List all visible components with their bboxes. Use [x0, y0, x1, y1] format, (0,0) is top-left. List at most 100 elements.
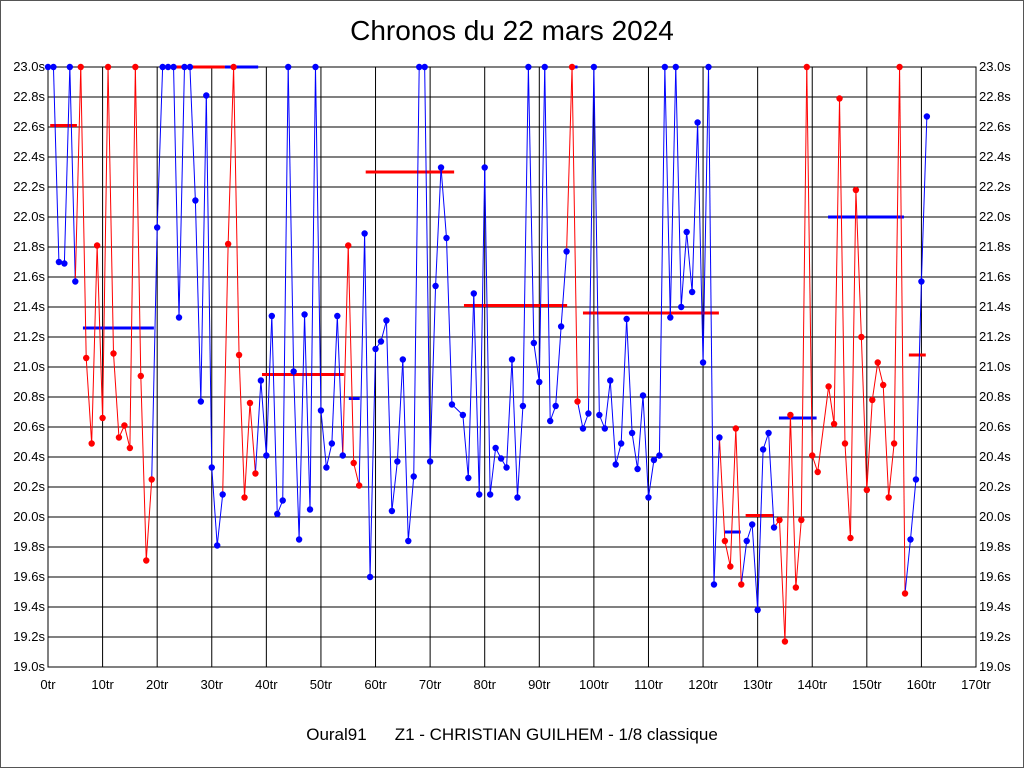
lap-time-point [869, 396, 876, 404]
lap-line-segment [260, 380, 267, 456]
lap-line-segment [123, 425, 131, 449]
lap-time-point [465, 474, 472, 482]
lap-line-segment [424, 66, 431, 462]
lap-time-point [197, 398, 205, 405]
lap-time-point [776, 516, 783, 524]
lap-time-point [863, 486, 871, 494]
lap-time-point [552, 402, 559, 410]
x-tick-label: 10tr [91, 677, 114, 692]
lap-time-point [459, 411, 467, 419]
x-tick-label: 90tr [528, 677, 551, 692]
lap-time-point [639, 392, 647, 399]
lap-line-segment [85, 357, 93, 444]
lap-line-segment [309, 66, 316, 510]
lap-time-point [492, 444, 499, 452]
lap-line-segment [735, 428, 742, 585]
lap-time-point [470, 290, 477, 297]
lap-line-segment [145, 479, 153, 561]
lap-time-point [170, 63, 177, 71]
y-tick-label-left: 19.0s [13, 659, 45, 674]
lap-time-point [312, 63, 319, 71]
lap-time-point [83, 354, 90, 362]
x-tick-label: 30tr [201, 677, 224, 692]
lap-time-point [628, 429, 636, 437]
x-tick-label: 20tr [146, 677, 169, 692]
lap-line-segment [473, 293, 480, 495]
lap-time-point [345, 242, 352, 249]
y-tick-label-left: 19.8s [13, 539, 45, 554]
lap-line-segment [298, 314, 306, 540]
lap-line-segment [282, 66, 289, 501]
lap-line-segment [593, 66, 600, 416]
lap-line-segment [828, 386, 835, 425]
lap-line-segment [69, 66, 76, 282]
lap-time-point [279, 497, 286, 504]
lap-time-point [61, 260, 68, 267]
lap-time-point [164, 63, 172, 71]
lap-line-segment [325, 443, 333, 468]
lap-time-point [830, 420, 838, 428]
lap-time-point [328, 440, 336, 447]
y-tick-label-left: 19.4s [13, 599, 45, 614]
chart-footer: Oural91 Z1 - CHRISTIAN GUILHEM - 1/8 clas… [1, 725, 1023, 745]
x-tick-label: 110tr [634, 677, 663, 692]
lap-time-point [137, 372, 144, 380]
lap-time-point [743, 537, 750, 545]
lap-time-point [847, 534, 854, 542]
lap-time-point [514, 494, 521, 501]
lap-line-segment [238, 354, 246, 498]
y-tick-label-right: 19.6s [979, 569, 1011, 584]
lap-line-segment [74, 66, 82, 282]
lap-line-segment [211, 467, 218, 546]
lap-time-point [858, 333, 865, 341]
y-tick-label-right: 21.8s [979, 239, 1011, 254]
lap-line-segment [489, 447, 497, 495]
lap-line-segment [385, 320, 393, 512]
lap-line-segment [882, 384, 890, 498]
lap-time-point [617, 440, 625, 447]
lap-time-point [241, 494, 248, 501]
lap-time-point [530, 339, 538, 347]
lap-time-point [732, 425, 740, 432]
lap-time-point [678, 303, 685, 311]
y-tick-label-right: 21.6s [979, 269, 1011, 284]
lap-time-point [798, 516, 805, 524]
lap-line-segment [538, 66, 546, 383]
lap-line-segment [516, 405, 524, 498]
lap-time-point [748, 521, 756, 528]
lap-line-segment [778, 519, 786, 642]
y-tick-label-left: 21.6s [13, 269, 45, 284]
y-tick-label-right: 20.4s [979, 449, 1011, 464]
lap-time-point [186, 63, 194, 71]
lap-line-segment [80, 66, 87, 359]
y-tick-label-left: 22.2s [13, 179, 45, 194]
lap-time-point [334, 312, 341, 320]
lap-line-segment [511, 359, 518, 498]
lap-line-segment [757, 449, 764, 611]
lap-line-segment [440, 167, 447, 239]
lap-line-segment [265, 315, 273, 456]
y-tick-label-left: 22.0s [13, 209, 45, 224]
lap-time-point [497, 455, 505, 462]
lap-time-point [148, 476, 155, 483]
x-tick-label: 50tr [310, 677, 333, 692]
lap-time-point [557, 323, 565, 330]
lap-line-segment [173, 66, 180, 318]
x-tick-label: 170tr [961, 677, 991, 692]
y-tick-label-right: 21.0s [979, 359, 1011, 374]
lap-time-point [601, 425, 608, 432]
lap-time-point [781, 638, 789, 645]
lap-time-point [765, 429, 772, 437]
lap-time-point [672, 63, 679, 71]
lap-time-point [661, 63, 669, 71]
lap-line-segment [445, 237, 453, 405]
lap-line-segment [866, 399, 873, 491]
y-tick-label-right: 20.2s [979, 479, 1011, 494]
y-tick-label-left: 21.2s [13, 329, 45, 344]
lap-line-segment [107, 66, 115, 354]
lap-time-point [175, 314, 183, 321]
lap-time-point [50, 63, 57, 71]
y-tick-label-left: 19.2s [13, 629, 45, 644]
